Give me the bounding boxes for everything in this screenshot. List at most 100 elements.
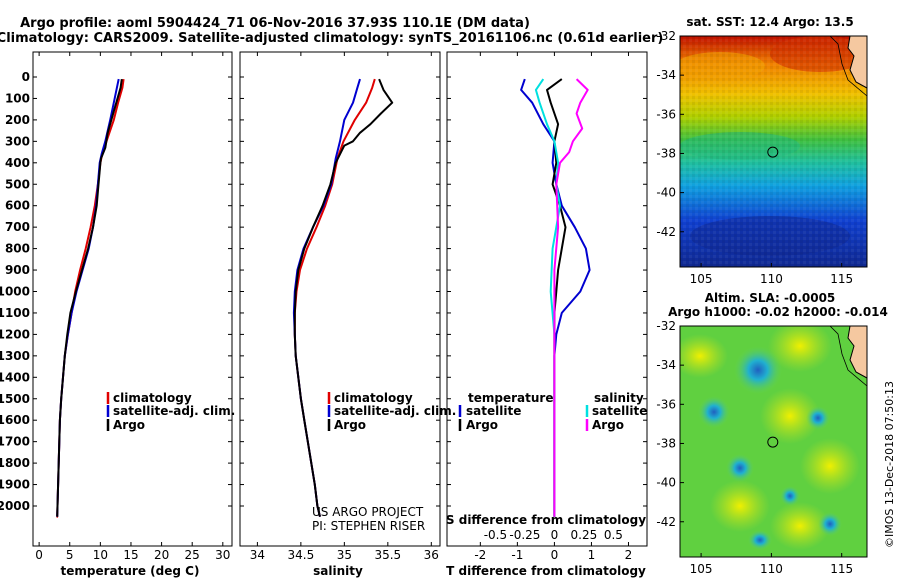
depth-tick-label: 400: [5, 156, 30, 170]
series-line-satellite-adj-clim-: [56, 78, 120, 517]
series-line-climatology: [55, 78, 125, 518]
lat-tick-label: -42: [656, 225, 676, 239]
temperature-panel-frame: [32, 51, 233, 547]
lon-tick-label: 115: [830, 562, 853, 576]
x-tick-label: -2: [474, 548, 486, 562]
legend-satellite-label: satellite-adj. clim.: [334, 404, 456, 418]
sla-map-image: [680, 326, 867, 557]
difference-panel-frame: [446, 51, 648, 547]
series-line-salinity-argo: [553, 78, 589, 517]
x-tick-label: 34: [250, 548, 265, 562]
depth-tick-label: 1700: [0, 435, 30, 449]
salinity-legend: climatology satellite-adj. clim. Argo US…: [312, 391, 456, 533]
depth-tick-label: 1100: [0, 306, 30, 320]
x-tick-label: 1: [588, 548, 596, 562]
sst-map-axes: -32 -34 -36 -38 -40 -42 105 110 115: [656, 29, 853, 286]
x-tick-label: 25: [185, 548, 200, 562]
depth-tick-label: 1200: [0, 327, 30, 341]
coastline-land: [847, 326, 867, 379]
legend-sal-satellite-label: satellite: [592, 404, 647, 418]
depth-tick-label: 600: [5, 199, 30, 213]
lon-tick-label: 110: [760, 562, 783, 576]
series-line-argo: [293, 78, 394, 517]
depth-tick-label: 1400: [0, 370, 30, 384]
x-tick-label: 0: [551, 548, 559, 562]
depth-tick-label: 800: [5, 242, 30, 256]
lat-tick-label: -34: [656, 68, 676, 82]
depth-tick-label: 300: [5, 134, 30, 148]
salinity-panel-frame: [239, 51, 441, 547]
x-tick-label: 36: [424, 548, 439, 562]
depth-tick-label: 1300: [0, 349, 30, 363]
credit-line1: US ARGO PROJECT: [312, 505, 424, 519]
difference-legend: temperature satellite Argo salinity sate…: [446, 391, 647, 527]
x-tick-label: 0: [35, 548, 43, 562]
sst-map-title: sat. SST: 12.4 Argo: 13.5: [686, 15, 853, 29]
figure-title-line1: Argo profile: aoml 5904424_71 06-Nov-201…: [20, 16, 530, 31]
legend-temperature-title: temperature: [468, 391, 553, 405]
argo-float-marker: [767, 436, 779, 448]
x-tick-label: 2: [625, 548, 633, 562]
t-difference-axis-label: T difference from climatology: [446, 564, 646, 578]
depth-tick-label: 1500: [0, 392, 30, 406]
s-diff-tick-label: -0.25: [509, 528, 540, 542]
imos-watermark: ©IMOS 13-Dec-2018 07:50:13: [883, 381, 896, 548]
x-tick-label: 35: [337, 548, 352, 562]
legend-argo-label: Argo: [334, 418, 366, 432]
depth-tick-label: 200: [5, 113, 30, 127]
depth-axis: 0 100 200 300 400 500 600 700 800 900 1000 1100 1200…: [0, 70, 647, 513]
sla-map-axes: -32 -34 -36 -38 -40 -42 105 110 115: [656, 319, 853, 576]
argo-float-marker: [767, 146, 779, 158]
lat-tick-label: -32: [656, 29, 676, 43]
x-tick-label: 34.5: [288, 548, 315, 562]
credit-line2: PI: STEPHEN RISER: [312, 519, 425, 533]
depth-tick-label: 1000: [0, 285, 30, 299]
legend-temp-argo-label: Argo: [466, 418, 498, 432]
lat-tick-label: -40: [656, 186, 676, 200]
lat-tick-label: -40: [656, 476, 676, 490]
lat-tick-label: -38: [656, 146, 676, 160]
salinity-panel: 34 34.5 35 35.5 36: [250, 52, 439, 562]
lon-tick-label: 115: [830, 272, 853, 286]
temperature-legend: climatology satellite-adj. clim. Argo: [106, 391, 235, 432]
depth-tick-label: 100: [5, 91, 30, 105]
s-diff-tick-label: 0: [551, 528, 559, 542]
depth-tick-label: 500: [5, 177, 30, 191]
lon-tick-label: 105: [690, 562, 713, 576]
legend-satellite-label: satellite-adj. clim.: [113, 404, 235, 418]
legend-climatology-label: climatology: [334, 391, 413, 405]
temperature-axis-label: temperature (deg C): [61, 564, 200, 578]
lat-tick-label: -32: [656, 319, 676, 333]
temperature-panel: 0 5 10 15 20 25 30: [35, 52, 230, 562]
lat-tick-label: -36: [656, 107, 676, 121]
depth-tick-label: 2000: [0, 499, 30, 513]
legend-sal-argo-label: Argo: [592, 418, 624, 432]
coastline-land: [847, 36, 867, 89]
legend-climatology-label: climatology: [113, 391, 192, 405]
lat-tick-label: -38: [656, 436, 676, 450]
sst-map-image: [680, 36, 867, 267]
sst-map: [679, 35, 868, 268]
lon-tick-label: 110: [760, 272, 783, 286]
depth-tick-label: 0: [22, 70, 30, 84]
legend-salinity-title: salinity: [594, 391, 644, 405]
lat-tick-label: -42: [656, 515, 676, 529]
sla-map-frame: [679, 325, 868, 558]
x-tick-label: 35.5: [374, 548, 401, 562]
sla-map-title-line2: Argo h1000: -0.02 h2000: -0.014: [668, 305, 888, 319]
difference-panel: -2 -1 0 1 2 -0.5 -0.25 0 0.25 0.5: [474, 52, 632, 562]
series-line-argo: [56, 78, 123, 517]
x-tick-label: 30: [215, 548, 230, 562]
lat-tick-label: -36: [656, 397, 676, 411]
legend-temp-satellite-label: satellite: [466, 404, 521, 418]
depth-tick-label: 1600: [0, 413, 30, 427]
depth-tick-label: 1900: [0, 478, 30, 492]
depth-tick-label: 1800: [0, 456, 30, 470]
series-line-temperature-argo: [546, 78, 567, 517]
sst-map-frame: [679, 35, 868, 268]
salinity-axis-label: salinity: [313, 564, 363, 578]
figure-title-line2: Climatology: CARS2009. Satellite-adjuste…: [0, 31, 663, 46]
sla-map: [679, 325, 868, 558]
x-tick-label: 5: [66, 548, 74, 562]
x-tick-label: -1: [511, 548, 523, 562]
